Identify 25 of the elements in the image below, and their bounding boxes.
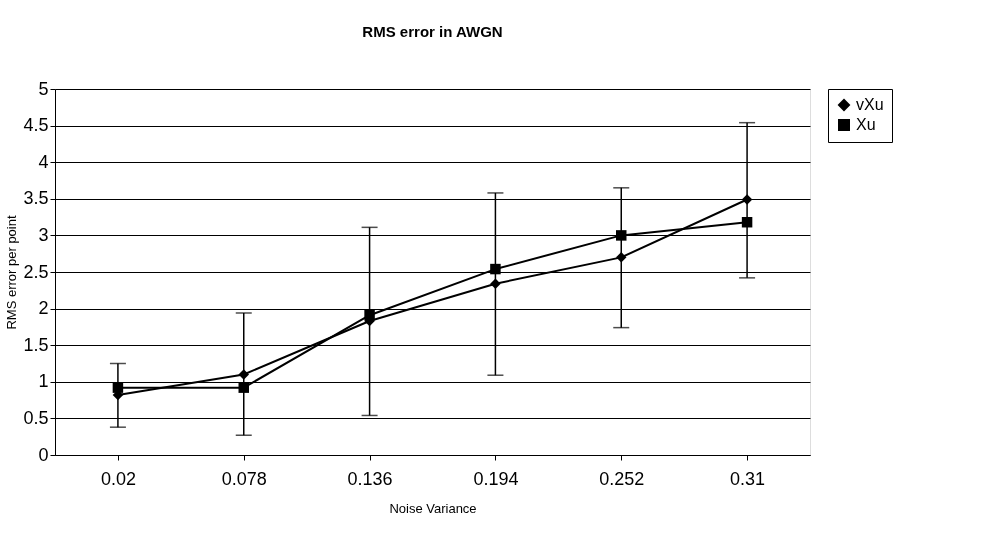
- chart-title: RMS error in AWGN: [362, 23, 503, 40]
- x-tick-label: 0.02: [100, 468, 136, 489]
- y-tick-label: 1.5: [23, 334, 49, 355]
- legend-label: Xu: [856, 116, 876, 133]
- y-tick-label: 4: [38, 151, 49, 172]
- point: [616, 230, 627, 241]
- x-tick-label: 0.078: [221, 468, 267, 489]
- x-axis-title: Noise Variance: [389, 500, 477, 516]
- y-tick-label: 1: [38, 371, 49, 392]
- point: [490, 263, 501, 275]
- y-tick-label: 2.5: [23, 261, 49, 282]
- y-tick-label: 4.5: [23, 115, 49, 136]
- x-tick-label: 0.252: [599, 468, 645, 489]
- y-tick-label: 5: [38, 78, 49, 99]
- x-tick-label: 0.136: [347, 468, 393, 489]
- y-tick-label: 3.5: [23, 188, 49, 209]
- x-tick-label: 0.31: [730, 468, 766, 489]
- legend-label: vXu: [856, 96, 884, 113]
- y-tick-label: 2: [38, 298, 49, 319]
- y-axis-title: RMS error per point: [4, 215, 20, 330]
- x-tick-label: 0.194: [473, 468, 519, 489]
- y-tick-label: 0: [38, 444, 49, 465]
- y-tick-label: 0.5: [23, 407, 49, 428]
- y-tick-label: 3: [38, 224, 49, 245]
- point: [364, 309, 375, 321]
